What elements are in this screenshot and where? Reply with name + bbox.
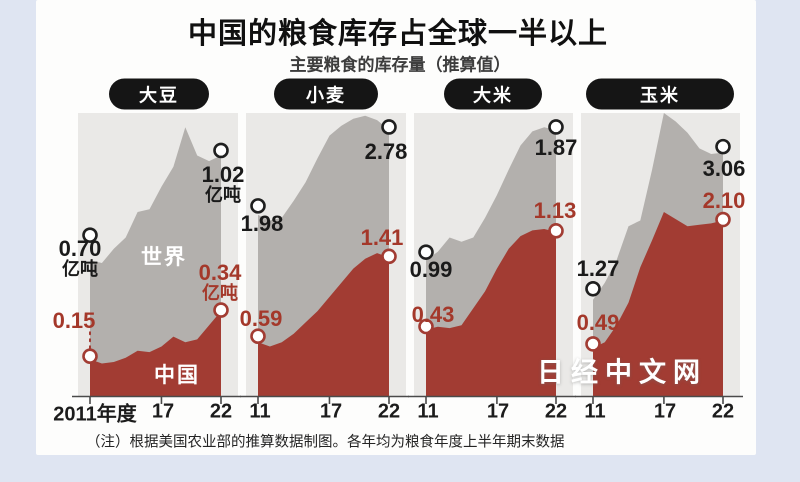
rice-world-end-value: 1.87 [534, 135, 578, 160]
soybean-china-start-label: 0.15 [53, 310, 96, 332]
soybean-world-start-unit: 亿吨 [61, 259, 98, 279]
page-subtitle: 主要粮食的库存量（推算值） [289, 55, 511, 75]
rice-china-end-marker [548, 223, 564, 239]
wheat-china-start-value: 0.59 [239, 306, 283, 331]
corn-tick-11: 11 [584, 400, 606, 423]
soybean-china-start-value: 0.15 [52, 308, 96, 333]
corn-china-end-value: 2.10 [702, 188, 746, 213]
wheat-world-end-value: 2.78 [364, 139, 408, 164]
rice-world-start-value: 0.99 [409, 257, 453, 282]
rice-china-area [426, 229, 556, 396]
wheat-world-start-value: 1.98 [240, 211, 284, 236]
rice-china-start-value: 0.43 [411, 302, 455, 327]
wheat-china-area [258, 253, 389, 396]
corn-world-start-marker [585, 280, 601, 297]
soybean-world-area [90, 127, 221, 396]
source-note: （注）根据美国农业部的推算数据制图。各年均为粮食年度上半年期末数据 [86, 434, 565, 451]
soybean-tick-17: 17 [151, 400, 175, 423]
corn-world-start-value: 1.27 [576, 256, 620, 281]
panel-pill-soybean: 大豆 [109, 78, 209, 110]
corn-china-area [593, 212, 723, 396]
rice-tick-11: 11 [417, 400, 439, 423]
soybean-tick-22: 22 [209, 400, 233, 423]
soybean-world-start-marker [82, 227, 98, 243]
wheat-china-end-value: 1.41 [360, 225, 404, 250]
wheat-china-end-marker [381, 248, 397, 265]
rice-tick-22: 22 [544, 400, 568, 423]
soybean-china-end-unit: 亿吨 [201, 283, 238, 303]
wheat-tick-17: 17 [319, 400, 343, 423]
corn-tick-22: 22 [711, 400, 735, 423]
soybean-world-end-value: 1.02 [201, 162, 245, 187]
page-title: 中国的粮食库存占全球一半以上 [187, 18, 609, 50]
soybean-world-end-unit: 亿吨 [204, 185, 241, 205]
wheat-tick-22: 22 [377, 400, 401, 423]
soybean-tick-2011: 2011年度 [53, 403, 137, 426]
corn-tick-17: 17 [653, 400, 677, 423]
corn-china-end-marker [715, 211, 731, 228]
rice-world-end-marker [548, 119, 564, 135]
world-series-label: 世界 [141, 246, 187, 269]
soybean-china-area [90, 311, 221, 396]
china-series-label: 中国 [154, 364, 200, 387]
soybean-china-start-marker [82, 348, 98, 365]
panel-pill-rice: 大米 [444, 78, 542, 110]
soybean-world-end-marker [213, 142, 229, 159]
soybean-china-end-marker [213, 302, 229, 318]
wheat-china-start-marker [250, 328, 266, 345]
soybean-world-end-label: 1.02 亿吨 [201, 162, 245, 205]
corn-china-start-value: 0.49 [576, 310, 620, 335]
soybean-china-end-label: 0.34 亿吨 [198, 260, 242, 303]
rice-world-start-marker [418, 244, 434, 260]
rice-china-end-value: 1.13 [533, 198, 577, 223]
soybean-world-start-label: 0.70 亿吨 [58, 236, 102, 279]
panel-pill-corn: 玉米 [586, 78, 734, 110]
corn-world-end-value: 3.06 [702, 156, 746, 181]
panel-pill-wheat: 小麦 [274, 78, 378, 110]
wheat-world-end-marker [381, 119, 397, 135]
rice-china-start-marker [418, 318, 434, 335]
corn-world-end-marker [715, 138, 731, 155]
wheat-tick-11: 11 [249, 400, 271, 423]
corn-china-start-marker [585, 336, 601, 352]
watermark: 日经中文网 [537, 357, 707, 388]
soybean-world-start-value: 0.70 [58, 236, 102, 261]
rice-tick-17: 17 [486, 400, 510, 423]
soybean-china-end-value: 0.34 [198, 260, 242, 285]
wheat-world-start-marker [250, 198, 266, 214]
